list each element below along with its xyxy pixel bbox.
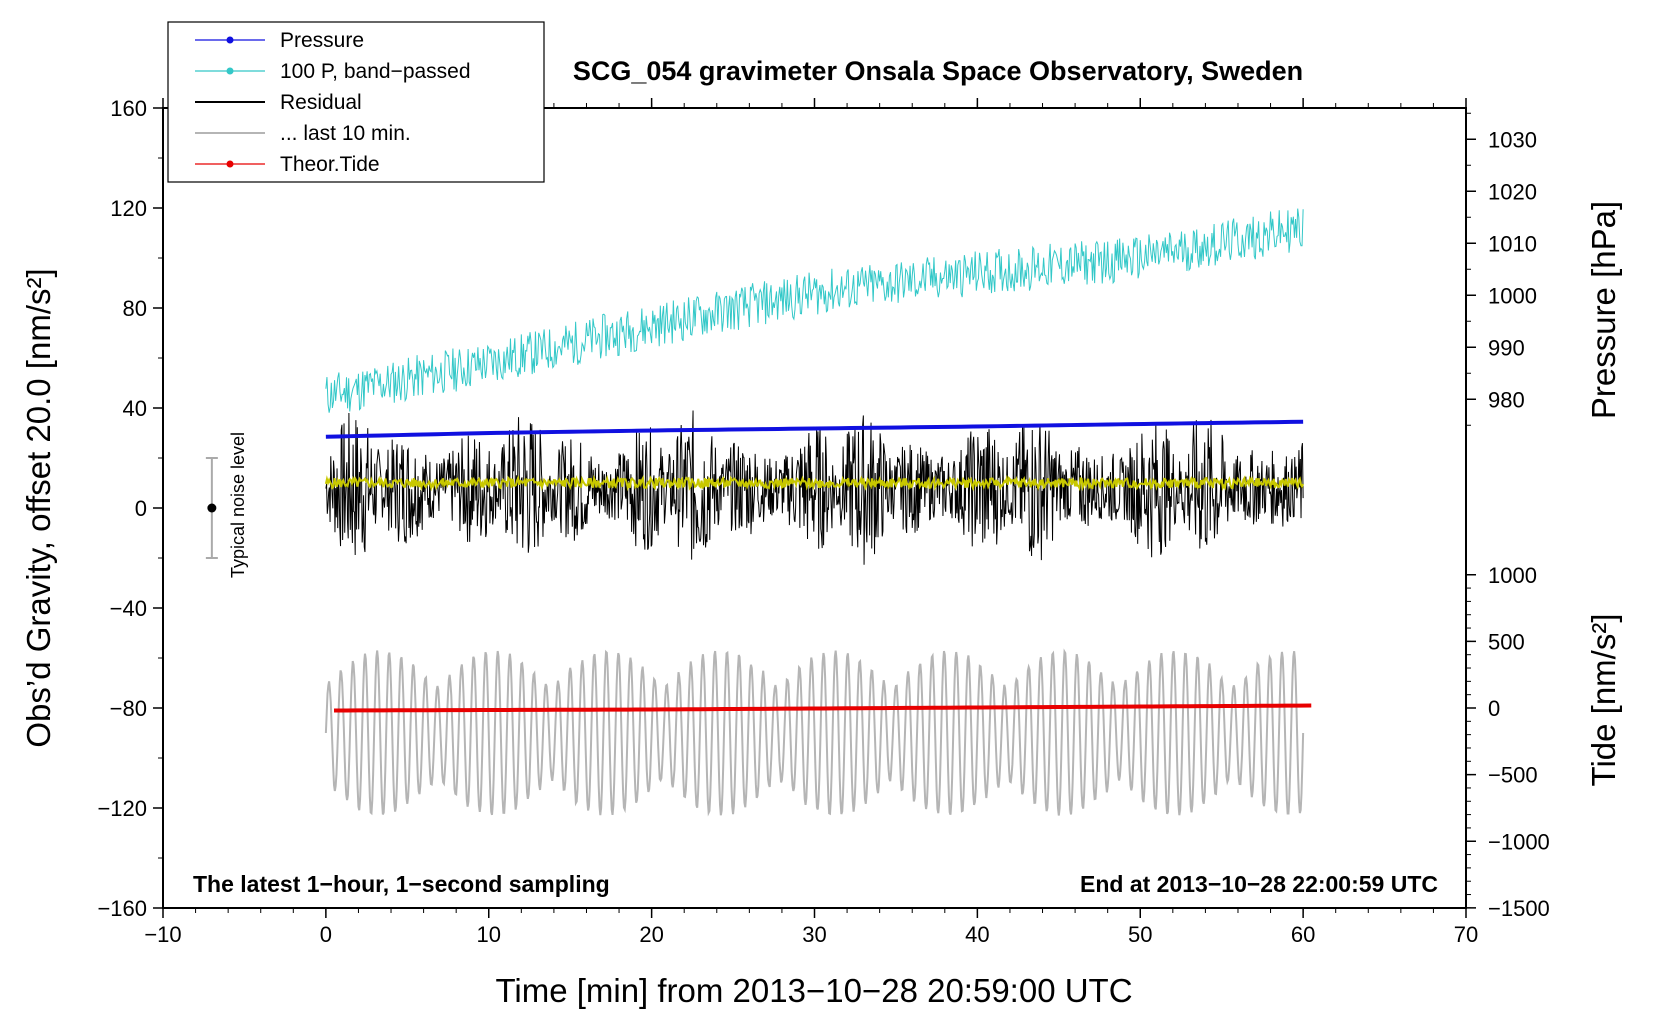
y-tick-label: 40 (123, 396, 147, 421)
sampling-annotation: The latest 1−hour, 1−second sampling (193, 871, 610, 897)
y-tick-label: −120 (97, 796, 147, 821)
pressure-axis-title: Pressure [hPa] (1585, 201, 1622, 419)
tide-tick-label: 0 (1488, 696, 1500, 721)
legend-marker-1 (226, 67, 234, 75)
y-tick-label: −160 (97, 896, 147, 921)
series-line-tide (334, 703, 1312, 713)
legend-marker-0 (226, 36, 234, 44)
y-tick-label: 120 (110, 196, 147, 221)
series-line-residual (325, 410, 1304, 565)
noise-bar (205, 457, 218, 559)
end-time-annotation: End at 2013−10−28 22:00:59 UTC (1080, 871, 1438, 897)
x-tick-label: 10 (477, 922, 501, 947)
x-tick-label: 30 (802, 922, 826, 947)
legend-label-4: Theor.Tide (280, 153, 380, 176)
series-line-smoothed (324, 474, 1305, 492)
series-line-last-10-min (324, 648, 1305, 817)
y-tick-label: 0 (135, 496, 147, 521)
tide-tick-label: −1000 (1488, 829, 1550, 854)
tide-tick-label: 500 (1488, 629, 1525, 654)
y-tick-label: 80 (123, 296, 147, 321)
legend-marker-4 (226, 160, 234, 168)
x-axis-title: Time [min] from 2013−10−28 20:59:00 UTC (495, 972, 1132, 1009)
series-layer (324, 208, 1312, 817)
x-tick-label: 40 (965, 922, 989, 947)
pressure-tick-label: 1010 (1488, 231, 1537, 256)
y-axis-title: Obs’d Gravity, offset 20.0 [nm/s²] (20, 268, 57, 747)
tide-tick-label: 1000 (1488, 563, 1537, 588)
legend-label-2: Residual (280, 91, 362, 114)
pressure-tick-label: 980 (1488, 387, 1525, 412)
tide-axis-title: Tide [nm/s²] (1585, 614, 1622, 787)
pressure-tick-label: 1000 (1488, 283, 1537, 308)
x-tick-label: 0 (320, 922, 332, 947)
x-tick-label: −10 (144, 922, 181, 947)
pressure-tick-label: 1030 (1488, 127, 1537, 152)
tide-tick-label: −500 (1488, 763, 1538, 788)
y-tick-label: 160 (110, 96, 147, 121)
legend-label-3: ... last 10 min. (280, 122, 411, 145)
legend-label-1: 100 P, band−passed (280, 60, 471, 83)
noise-level-label: Typical noise level (228, 432, 248, 578)
chart-title: SCG_054 gravimeter Onsala Space Observat… (573, 56, 1303, 86)
pressure-tick-label: 1020 (1488, 179, 1537, 204)
y-tick-label: −80 (110, 696, 147, 721)
tide-tick-label: −1500 (1488, 896, 1550, 921)
ticks-layer: −10 0 10 20 30 40 50 60 7016012080400−40−80−120−… (97, 96, 1549, 947)
pressure-tick-label: 990 (1488, 335, 1525, 360)
x-tick-label: 60 (1291, 922, 1315, 947)
series-line-band-passed (325, 208, 1304, 413)
x-tick-label: 50 (1128, 922, 1152, 947)
legend: Pressure 100 P, band−passed Residual ... la… (167, 21, 545, 183)
noise-bar-dot (207, 503, 217, 513)
y-tick-label: −40 (110, 596, 147, 621)
legend-label-0: Pressure (280, 29, 364, 52)
x-tick-label: 70 (1454, 922, 1478, 947)
x-tick-label: 20 (639, 922, 663, 947)
series-line-pressure (325, 419, 1304, 439)
